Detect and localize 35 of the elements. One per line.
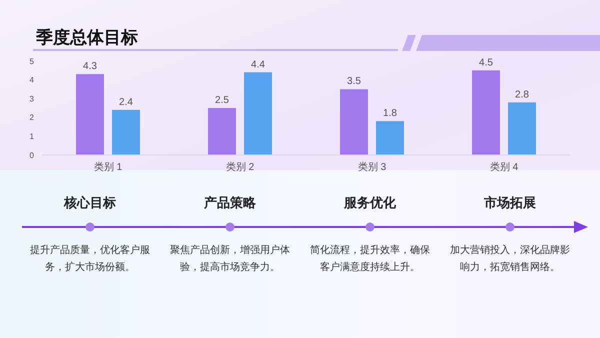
- bar: [508, 102, 536, 155]
- x-tick-label: 类别 3: [358, 161, 387, 174]
- data-label: 2.5: [215, 95, 230, 106]
- text: 服务优化: [342, 194, 397, 212]
- bar: [112, 110, 140, 155]
- data-label: 4.3: [83, 61, 98, 72]
- text: 核心目标: [62, 194, 117, 212]
- data-label: 2.4: [119, 96, 134, 108]
- y-tick-label: 2: [30, 113, 35, 122]
- x-tick-label: 类别 4: [490, 161, 519, 174]
- text: 加大营销投入，深化品牌影响力，拓宽销售网络。: [449, 244, 571, 275]
- text: 聚焦产品创新，增强用户体验，提高市场竞争力。: [169, 244, 291, 275]
- data-label: 4.5: [479, 57, 494, 68]
- bar: [376, 121, 404, 155]
- bar: [208, 108, 236, 155]
- y-tick-label: 1: [30, 132, 35, 142]
- text: 提升产品质量，优化客户服务，扩大市场份额。: [29, 244, 151, 275]
- data-label: 2.8: [515, 89, 530, 100]
- data-label: 3.5: [347, 76, 362, 88]
- y-tick-label: 4: [30, 76, 35, 85]
- y-tick-label: 0: [30, 150, 35, 160]
- text: 产品策略: [203, 194, 257, 212]
- bar: [340, 89, 368, 155]
- data-label: 4.4: [251, 59, 266, 70]
- x-tick-label: 类别 1: [94, 161, 123, 174]
- x-tick-label: 类别 2: [226, 161, 255, 174]
- text: 市场拓展: [483, 194, 537, 212]
- chart-title: 季度总体目标: [36, 27, 138, 49]
- y-tick-label: 3: [30, 94, 35, 104]
- text: 简化流程，提升效率，确保客户满意度持续上升。: [309, 244, 431, 275]
- y-tick-label: 5: [30, 56, 35, 66]
- data-label: 1.8: [383, 108, 398, 120]
- bar: [76, 74, 104, 155]
- bar: [244, 72, 272, 155]
- bar: [472, 70, 500, 155]
